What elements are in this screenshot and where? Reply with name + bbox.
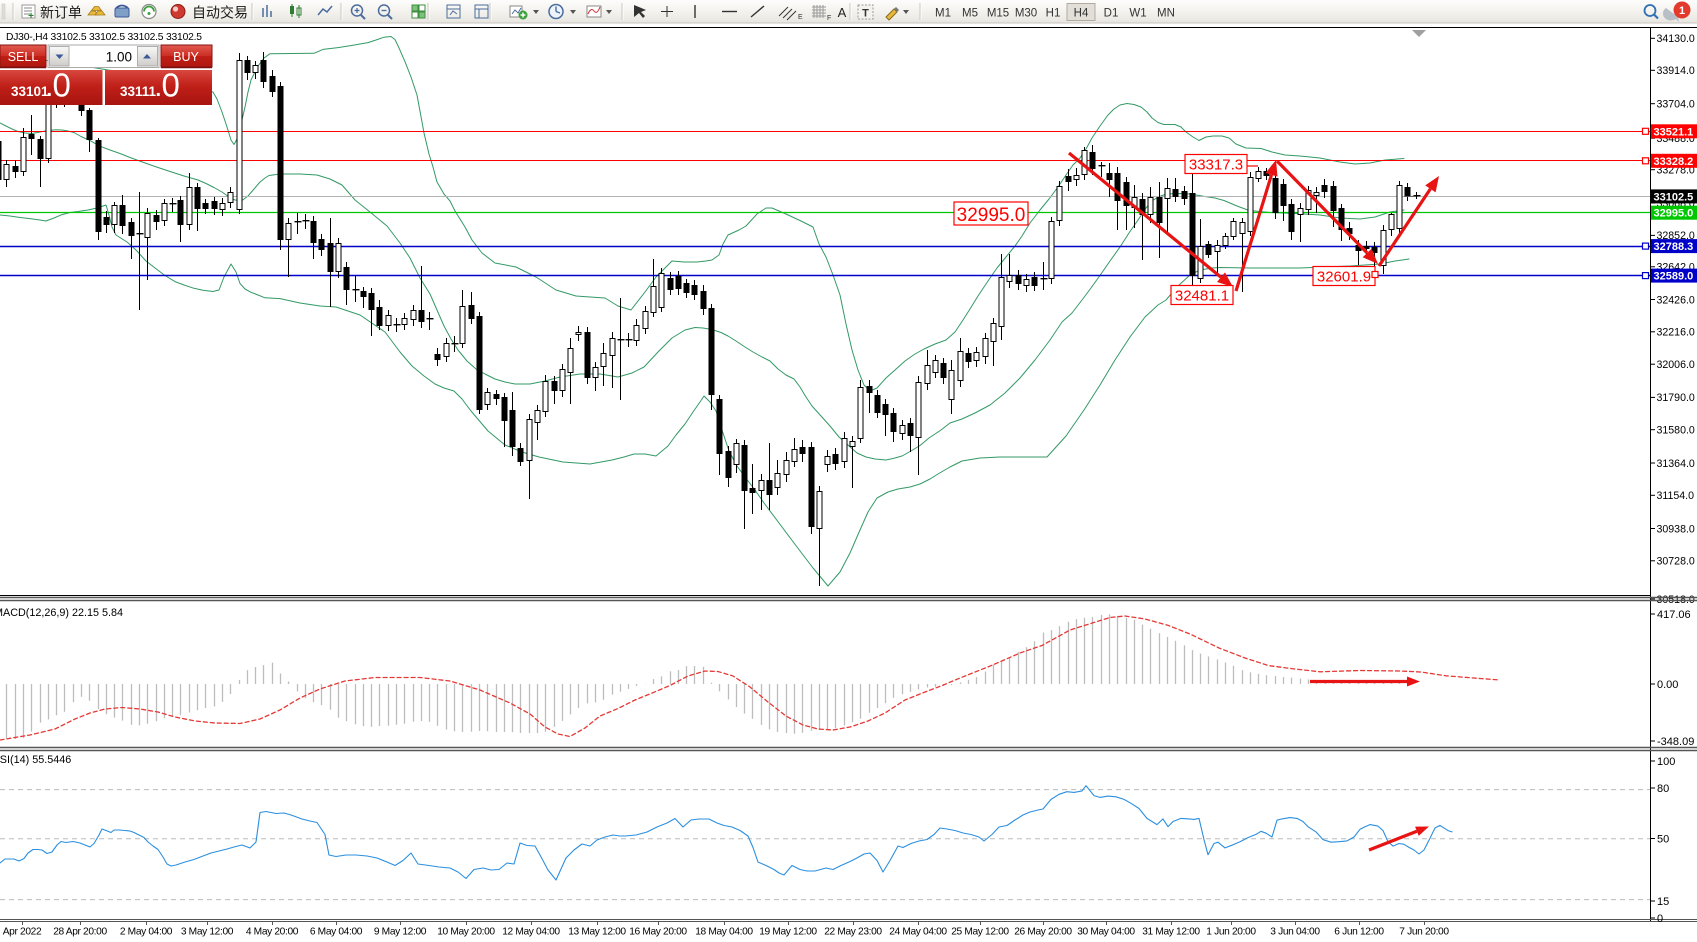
svg-text:32481.1: 32481.1 (1175, 288, 1229, 305)
svg-text:417.06: 417.06 (1657, 609, 1691, 621)
svg-text:30 May 04:00: 30 May 04:00 (1077, 927, 1135, 938)
svg-text:Apr 2022: Apr 2022 (3, 927, 42, 938)
svg-text:26 May 20:00: 26 May 20:00 (1014, 927, 1072, 938)
svg-text:10 May 20:00: 10 May 20:00 (437, 927, 495, 938)
svg-text:H1: H1 (1046, 8, 1061, 20)
svg-text:32216.0: 32216.0 (1657, 327, 1695, 339)
svg-text:A: A (838, 5, 847, 20)
svg-text:32995.0: 32995.0 (957, 205, 1026, 226)
svg-text:3 May 12:00: 3 May 12:00 (181, 927, 234, 938)
svg-text:MACD(12,26,9) 22.15 5.84: MACD(12,26,9) 22.15 5.84 (0, 607, 123, 619)
svg-text:3 Jun 04:00: 3 Jun 04:00 (1270, 927, 1320, 938)
svg-text:MN: MN (1157, 8, 1175, 20)
svg-text:+: + (28, 11, 34, 22)
svg-text:1.00: 1.00 (106, 50, 132, 65)
svg-text:D1: D1 (1104, 8, 1119, 20)
svg-text:E: E (798, 14, 803, 21)
svg-text:24 May 04:00: 24 May 04:00 (889, 927, 947, 938)
svg-text:31 May 12:00: 31 May 12:00 (1142, 927, 1200, 938)
svg-text:0: 0 (1657, 913, 1663, 925)
svg-text:32426.0: 32426.0 (1657, 294, 1695, 306)
svg-text:32589.0: 32589.0 (1654, 271, 1694, 283)
svg-text:SELL: SELL (8, 50, 39, 64)
svg-text:32995.0: 32995.0 (1654, 208, 1694, 220)
svg-text:19 May 12:00: 19 May 12:00 (759, 927, 817, 938)
svg-text:H4: H4 (1074, 8, 1089, 20)
svg-text:22 May 23:00: 22 May 23:00 (824, 927, 882, 938)
svg-text:6 May 04:00: 6 May 04:00 (310, 927, 363, 938)
svg-text:31154.0: 31154.0 (1657, 490, 1695, 502)
svg-text:1 Jun 20:00: 1 Jun 20:00 (1206, 927, 1256, 938)
svg-text:50: 50 (1657, 834, 1669, 846)
svg-text:33914.0: 33914.0 (1657, 65, 1695, 77)
svg-text:33521.1: 33521.1 (1654, 126, 1694, 138)
svg-text:4 May 20:00: 4 May 20:00 (246, 927, 299, 938)
svg-text:31580.0: 31580.0 (1657, 425, 1695, 437)
svg-text:0.00: 0.00 (1657, 679, 1678, 691)
svg-text:31364.0: 31364.0 (1657, 458, 1695, 470)
svg-text:W1: W1 (1129, 8, 1146, 20)
svg-text:33111: 33111 (120, 84, 157, 99)
svg-text:16 May 20:00: 16 May 20:00 (629, 927, 687, 938)
svg-text:F: F (827, 15, 831, 22)
svg-text:-348.09: -348.09 (1657, 736, 1694, 748)
svg-text:80: 80 (1657, 783, 1669, 795)
svg-text:28 Apr 20:00: 28 Apr 20:00 (53, 927, 107, 938)
svg-text:M15: M15 (987, 8, 1009, 20)
svg-text:RSI(14) 55.5446: RSI(14) 55.5446 (0, 754, 71, 766)
svg-text:新订单: 新订单 (40, 5, 82, 21)
svg-text:25 May 12:00: 25 May 12:00 (951, 927, 1009, 938)
svg-text:DJ30-,H4 33102.5 33102.5 3310: DJ30-,H4 33102.5 33102.5 33102.5 33102.5 (6, 32, 202, 43)
svg-text:9 May 12:00: 9 May 12:00 (374, 927, 427, 938)
svg-text:15: 15 (1657, 896, 1669, 908)
svg-text:13 May 12:00: 13 May 12:00 (568, 927, 626, 938)
svg-text:M30: M30 (1015, 8, 1037, 20)
svg-text:33328.2: 33328.2 (1654, 156, 1694, 168)
svg-text:32788.3: 32788.3 (1654, 241, 1694, 253)
svg-text:31790.0: 31790.0 (1657, 392, 1695, 404)
svg-text:34130.0: 34130.0 (1657, 33, 1695, 45)
svg-text:32601.9: 32601.9 (1317, 269, 1371, 286)
svg-text:33704.0: 33704.0 (1657, 99, 1695, 111)
svg-text:100: 100 (1657, 756, 1675, 768)
svg-text:M5: M5 (962, 8, 978, 20)
svg-text:18 May 04:00: 18 May 04:00 (695, 927, 753, 938)
svg-text:T: T (862, 8, 869, 20)
svg-text:2 May 04:00: 2 May 04:00 (120, 927, 173, 938)
svg-text:.: . (47, 79, 53, 101)
svg-text:0: 0 (162, 67, 180, 104)
svg-text:自动交易: 自动交易 (192, 5, 248, 21)
svg-text:33102.5: 33102.5 (1654, 191, 1694, 203)
svg-text:33101: 33101 (11, 84, 49, 99)
svg-text:30938.0: 30938.0 (1657, 523, 1695, 535)
svg-text:.: . (156, 79, 162, 101)
svg-text:12 May 04:00: 12 May 04:00 (502, 927, 560, 938)
svg-text:0: 0 (53, 67, 71, 104)
svg-text:32006.0: 32006.0 (1657, 359, 1695, 371)
svg-text:1: 1 (1679, 5, 1685, 17)
svg-text:M1: M1 (935, 8, 951, 20)
svg-text:6 Jun 12:00: 6 Jun 12:00 (1334, 927, 1384, 938)
svg-text:7 Jun 20:00: 7 Jun 20:00 (1399, 927, 1449, 938)
svg-text:30728.0: 30728.0 (1657, 556, 1695, 568)
svg-text:33317.3: 33317.3 (1189, 157, 1243, 174)
svg-text:BUY: BUY (173, 50, 199, 64)
